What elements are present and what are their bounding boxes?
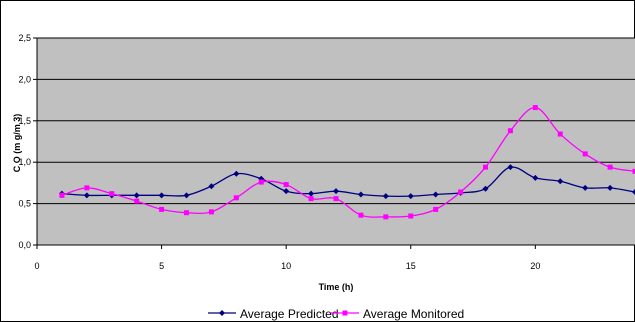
- data-point-monitored: [582, 151, 588, 157]
- data-point-monitored: [184, 210, 189, 216]
- data-point-predicted: [333, 188, 339, 195]
- data-point-monitored: [557, 131, 563, 137]
- y-axis-title: C O (m g/m 3): [12, 114, 22, 173]
- data-point-predicted: [607, 184, 614, 191]
- data-point-predicted: [582, 184, 589, 191]
- data-point-monitored: [233, 195, 239, 201]
- data-point-predicted: [507, 164, 514, 171]
- data-point-predicted: [407, 193, 414, 200]
- data-point-monitored: [408, 213, 414, 219]
- data-point-monitored: [358, 212, 364, 218]
- legend: Average Predicted Average Monitored: [208, 307, 464, 321]
- x-tick-label: 20: [530, 261, 540, 271]
- y-tick-label: 0,5: [18, 199, 31, 209]
- x-tick-label: 15: [406, 261, 416, 271]
- data-point-monitored: [433, 206, 439, 212]
- data-point-predicted: [532, 174, 539, 181]
- y-tick-label: 1,5: [18, 116, 31, 126]
- data-point-monitored: [483, 164, 488, 170]
- data-point-predicted: [432, 191, 439, 198]
- data-point-monitored: [134, 198, 140, 204]
- y-tick-label: 1,0: [18, 157, 31, 167]
- legend-label-predicted: Average Predicted: [240, 307, 339, 321]
- legend-label-monitored: Average Monitored: [363, 307, 464, 321]
- y-axis-ticks: 0,0 0,5 1,0 1,5 2,0 2,5: [18, 33, 37, 250]
- data-point-monitored: [607, 164, 613, 170]
- x-axis-title: Time (h): [319, 282, 354, 292]
- data-point-predicted: [133, 192, 140, 199]
- data-point-monitored: [632, 168, 635, 174]
- data-point-predicted: [632, 189, 635, 196]
- data-point-monitored: [532, 105, 538, 111]
- data-point-monitored: [333, 196, 339, 202]
- data-point-monitored: [308, 196, 314, 202]
- x-axis-ticks: 0 5 10 15 20: [34, 245, 540, 271]
- data-point-monitored: [507, 128, 513, 134]
- y-tick-label: 0,0: [18, 240, 31, 250]
- series-layer: [58, 105, 635, 220]
- data-point-monitored: [283, 182, 289, 188]
- data-point-predicted: [382, 193, 389, 200]
- data-point-predicted: [183, 192, 190, 199]
- data-point-predicted: [208, 183, 215, 190]
- y-tick-label: 2,0: [18, 74, 31, 84]
- data-point-monitored: [208, 209, 214, 215]
- plot-area: [37, 38, 635, 245]
- data-point-monitored: [59, 192, 65, 198]
- x-tick-label: 0: [34, 261, 39, 271]
- data-point-monitored: [383, 214, 389, 220]
- x-tick-label: 5: [159, 261, 164, 271]
- data-point-monitored: [109, 191, 115, 197]
- data-point-monitored: [84, 185, 90, 191]
- data-point-predicted: [283, 188, 290, 195]
- legend-marker-predicted: [219, 310, 225, 316]
- y-tick-label: 2,5: [18, 33, 31, 43]
- legend-marker-monitored: [342, 310, 348, 316]
- data-point-monitored: [159, 206, 165, 212]
- data-point-monitored: [458, 189, 464, 195]
- data-point-predicted: [357, 191, 364, 198]
- data-point-predicted: [158, 192, 165, 199]
- data-point-predicted: [482, 185, 489, 192]
- data-point-predicted: [557, 178, 564, 185]
- data-point-predicted: [83, 192, 90, 199]
- x-tick-label: 10: [281, 261, 291, 271]
- data-point-predicted: [308, 190, 315, 197]
- data-point-monitored: [258, 179, 264, 185]
- data-point-predicted: [233, 170, 240, 177]
